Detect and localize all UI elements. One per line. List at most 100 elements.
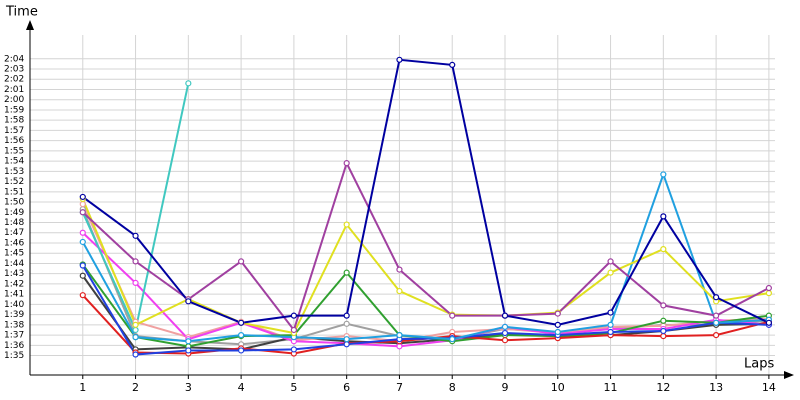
point — [713, 294, 720, 301]
point — [765, 290, 772, 297]
y-tick-label: 1:52 — [4, 177, 24, 187]
point — [343, 312, 350, 319]
y-tick-label: 1:55 — [4, 146, 24, 156]
point — [132, 326, 139, 334]
point — [501, 337, 509, 344]
point — [238, 347, 245, 354]
point — [396, 56, 403, 63]
point — [554, 321, 561, 328]
point — [501, 329, 509, 337]
y-tick-label: 1:45 — [4, 249, 24, 259]
x-tick-label: 1 — [79, 381, 86, 394]
point — [660, 302, 667, 309]
point — [660, 333, 667, 340]
y-tick-label: 1:43 — [4, 269, 24, 279]
series-line — [81, 198, 770, 335]
y-tick-label: 1:54 — [4, 157, 24, 167]
point — [238, 331, 245, 339]
point — [449, 336, 456, 343]
point — [132, 279, 139, 286]
point — [396, 266, 403, 273]
point — [765, 284, 772, 292]
series-line — [81, 171, 769, 343]
point — [290, 326, 297, 334]
point — [238, 258, 245, 265]
point — [501, 312, 509, 319]
point — [554, 310, 561, 317]
plot-area — [79, 56, 772, 358]
y-tick-label: 2:02 — [4, 75, 24, 85]
point — [713, 331, 720, 339]
point — [79, 200, 86, 208]
y-tick-label: 1:58 — [4, 116, 24, 126]
y-tick-label: 1:35 — [4, 351, 24, 361]
y-tick-label: 1:49 — [4, 208, 24, 218]
point — [290, 312, 297, 319]
point — [396, 287, 403, 295]
point — [343, 336, 350, 343]
point — [396, 331, 403, 339]
point — [79, 229, 86, 236]
point — [607, 328, 614, 336]
y-tick-label: 1:59 — [4, 105, 24, 115]
point — [132, 351, 139, 358]
x-tick-label: 9 — [502, 381, 509, 394]
x-axis-title: Laps — [744, 357, 774, 372]
point — [185, 347, 192, 354]
point — [660, 213, 667, 220]
series-line — [82, 58, 770, 326]
y-tick-label: 2:01 — [4, 85, 24, 95]
y-tick-label: 2:04 — [4, 54, 24, 64]
x-tick-label: 10 — [551, 381, 565, 394]
point — [713, 319, 720, 326]
y-tick-label: 1:47 — [4, 228, 24, 238]
point — [79, 272, 86, 279]
point — [132, 321, 139, 328]
point — [238, 319, 245, 326]
point — [501, 323, 509, 331]
y-tick-label: 1:38 — [4, 320, 24, 330]
y-tick-label: 2:00 — [4, 95, 24, 105]
point — [343, 341, 350, 348]
y-tick-label: 1:41 — [4, 290, 24, 300]
point — [132, 232, 139, 239]
point — [290, 346, 297, 353]
point — [79, 209, 86, 216]
y-tick-label: 1:40 — [4, 300, 24, 310]
y-axis-title: Time — [5, 5, 38, 20]
point — [185, 338, 192, 345]
point — [343, 269, 350, 276]
point — [343, 320, 350, 327]
y-axis-arrow — [26, 20, 34, 30]
point — [79, 262, 86, 269]
point — [79, 193, 86, 201]
point — [660, 246, 667, 253]
point — [185, 80, 192, 87]
point — [554, 328, 561, 336]
x-axis-arrow — [784, 371, 794, 379]
point — [132, 258, 139, 265]
x-tick-label: 12 — [656, 381, 670, 394]
y-tick-label: 1:53 — [4, 167, 24, 177]
point — [185, 298, 192, 305]
y-tick-label: 1:56 — [4, 136, 24, 146]
y-tick-label: 1:57 — [4, 126, 24, 136]
point — [449, 61, 456, 69]
grid: 1:351:361:371:381:391:401:411:421:431:44… — [4, 35, 776, 394]
point — [713, 312, 720, 319]
point — [79, 292, 86, 299]
y-tick-label: 2:03 — [4, 65, 24, 75]
y-tick-label: 1:44 — [4, 259, 24, 269]
point — [660, 327, 667, 335]
point — [607, 321, 614, 328]
point — [607, 269, 614, 276]
y-tick-label: 1:48 — [4, 218, 24, 228]
x-tick-label: 8 — [449, 381, 456, 394]
x-tick-label: 2 — [132, 381, 139, 394]
point — [660, 317, 667, 324]
series-line — [82, 160, 770, 333]
y-tick-label: 1:39 — [4, 310, 24, 320]
point — [607, 309, 614, 316]
